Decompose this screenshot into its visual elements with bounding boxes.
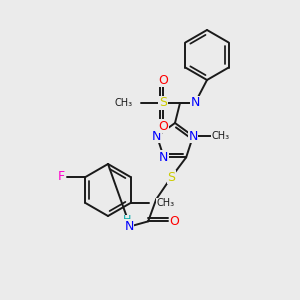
Text: S: S xyxy=(159,97,167,110)
Text: N: N xyxy=(152,130,162,142)
Text: N: N xyxy=(159,151,169,164)
Text: N: N xyxy=(124,220,134,233)
Text: CH₃: CH₃ xyxy=(211,131,229,141)
Text: N: N xyxy=(188,130,198,142)
Text: F: F xyxy=(58,170,65,184)
Text: H: H xyxy=(123,215,131,225)
Text: CH₃: CH₃ xyxy=(115,98,133,108)
Text: N: N xyxy=(190,97,200,110)
Text: O: O xyxy=(169,215,179,228)
Text: S: S xyxy=(167,171,175,184)
Text: CH₃: CH₃ xyxy=(157,198,175,208)
Text: O: O xyxy=(158,74,168,86)
Text: O: O xyxy=(158,119,168,133)
